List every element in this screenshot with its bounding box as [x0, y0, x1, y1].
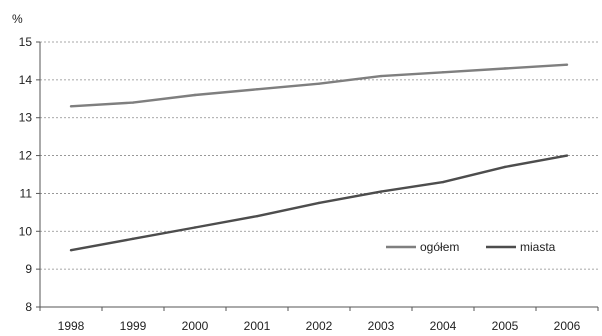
x-tick-label: 1998: [58, 319, 85, 333]
data-point-miasta-2005: [503, 165, 507, 169]
data-point-miasta-1998: [69, 249, 73, 252]
data-point-ogółem-2004: [441, 71, 445, 74]
x-axis-ticks: 1998 1999 2000 2001 2002 2003 2004 2005 2006: [39, 307, 599, 333]
y-tick-label: 14: [19, 73, 33, 87]
data-point-ogółem-2002: [317, 82, 321, 85]
y-tick-label: 10: [19, 224, 33, 238]
data-point-ogółem-2003: [379, 74, 383, 78]
y-tick-label: 8: [25, 300, 32, 314]
data-point-ogółem-1998: [69, 105, 73, 108]
y-axis-ticks: 8 9 10 11 12 13 14 15: [19, 35, 40, 314]
x-tick-label: 2006: [554, 319, 581, 333]
x-tick-label: 2001: [244, 319, 271, 333]
data-point-miasta-2004: [441, 180, 445, 184]
data-point-miasta-1999: [131, 237, 135, 241]
y-unit-label: %: [12, 12, 23, 26]
gridlines: [40, 41, 598, 270]
legend-label-ogółem: ogółem: [420, 240, 459, 254]
data-point-miasta-2002: [317, 201, 321, 205]
data-point-ogółem-2000: [193, 93, 197, 97]
x-tick-label: 2000: [182, 319, 209, 333]
legend: ogółem miasta: [386, 240, 556, 254]
data-point-ogółem-2001: [255, 88, 259, 91]
data-point-ogółem-2005: [503, 67, 507, 70]
y-tick-label: 12: [19, 149, 33, 163]
x-tick-label: 2003: [368, 319, 395, 333]
legend-label-miasta: miasta: [520, 240, 556, 254]
data-point-miasta-2006: [565, 154, 569, 157]
x-tick-label: 2002: [306, 319, 333, 333]
data-point-ogółem-2006: [565, 63, 569, 66]
y-tick-label: 9: [25, 262, 32, 276]
x-tick-label: 2004: [430, 319, 457, 333]
x-tick-label: 1999: [120, 319, 147, 333]
data-point-ogółem-1999: [131, 101, 135, 104]
data-point-miasta-2001: [255, 214, 259, 218]
y-tick-label: 15: [19, 35, 33, 49]
axes: [39, 42, 598, 308]
y-tick-label: 11: [20, 186, 33, 200]
x-tick-label: 2005: [492, 319, 519, 333]
data-point-miasta-2000: [193, 226, 197, 229]
series-lines: [69, 63, 569, 252]
data-point-miasta-2003: [379, 190, 383, 193]
series-line-ogółem: [70, 63, 568, 108]
y-tick-label: 13: [19, 111, 33, 125]
